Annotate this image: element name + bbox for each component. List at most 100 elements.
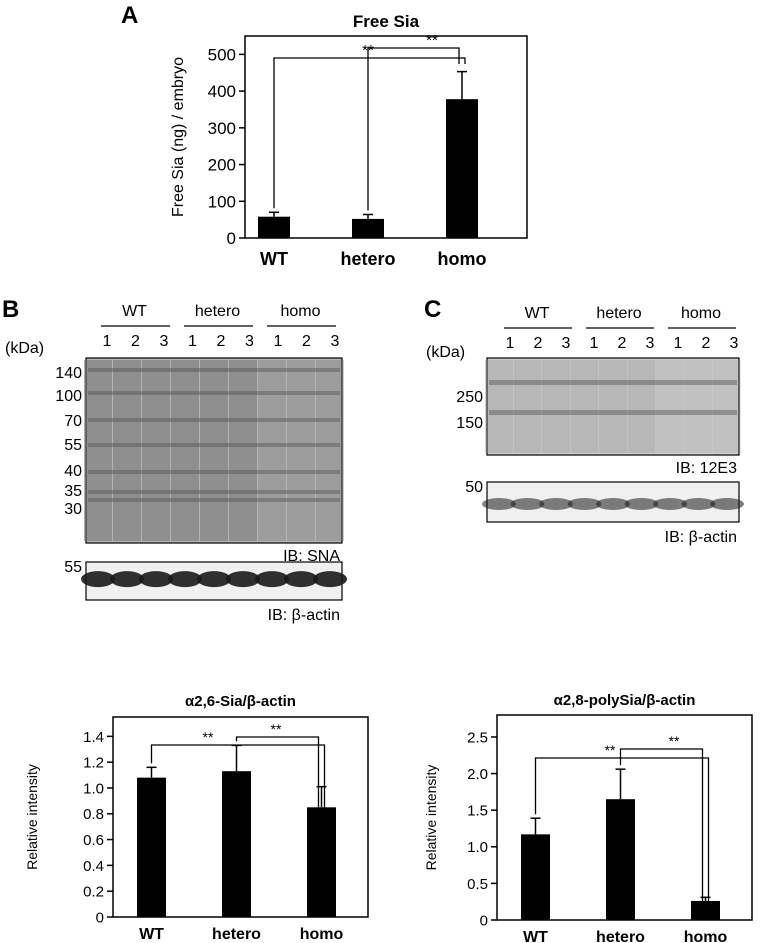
lane-number: 2 [131,333,140,350]
lane-smear [287,360,315,541]
actin-band [510,498,545,510]
panel-letter-a: A [121,2,139,29]
ib-label: IB: 12E3 [676,460,737,477]
lane-number: 1 [274,333,283,350]
actin-band [139,571,173,588]
mw-marker: 70 [64,413,82,430]
actin-band [653,498,687,510]
mw-marker: 35 [64,483,82,500]
sna-blot-panel: WT hetero homo 1 2 3 1 2 3 1 2 3 (kDa) 140 100 70 55 40 35… [5,303,347,624]
lane-smear [485,360,513,453]
bar [352,218,384,238]
y-tick-label: 1.4 [83,729,104,746]
lane-number: 3 [331,333,340,350]
category-label: WT [260,249,288,269]
main-blot [84,357,344,544]
y-tick-label: 0.8 [83,806,104,823]
actin-band [255,571,289,588]
ib-label: IB: β-actin [268,607,340,624]
significance-bracket [367,47,460,211]
actin-band [313,571,347,588]
significance-star: ** [426,32,438,49]
lane-number: 3 [646,335,655,352]
lane-number: 3 [245,333,254,350]
lane-smear [113,360,141,541]
y-tick-label: 1.0 [467,839,488,856]
lane-number: 2 [217,333,226,350]
ib-label: IB: SNA [283,548,340,565]
category-label: homo [438,249,487,269]
y-tick-label: 100 [208,192,236,211]
y-tick-label: 0.5 [467,876,488,893]
protein-band [489,380,737,385]
lane-smear [316,360,344,541]
protein-band [88,391,340,395]
category-label: hetero [596,929,645,943]
y-tick-label: 0.6 [83,832,104,849]
mw-marker: 140 [55,365,82,382]
actin-band [226,571,260,588]
bar [446,99,478,239]
lane-smear [542,360,570,453]
blot-membrane [486,357,740,456]
protein-band [88,368,340,372]
y-axis-label: Relative intensity [24,764,40,870]
lane-group-label: WT [122,303,147,320]
lane-group-label: WT [525,305,550,322]
mw-marker: 55 [64,437,82,454]
lane-smear [570,360,599,453]
mw-marker: 250 [456,389,483,406]
lane-number: 2 [302,333,311,350]
lane-smear [713,360,741,453]
significance-star: ** [362,42,374,59]
lane-number: 2 [618,335,627,352]
chart-title: α2,8-polySia/β-actin [554,692,696,709]
lane-smear [84,360,112,541]
category-label: WT [139,926,164,943]
y-tick-label: 0 [96,909,104,926]
bar [222,771,251,917]
mw-marker: 50 [465,479,483,496]
actin-band [110,571,144,588]
lane-group-label: hetero [195,303,240,320]
actin-band [596,498,630,510]
bar [521,834,550,920]
lane-smear [171,360,199,541]
significance-star: ** [605,742,616,758]
protein-band [88,418,340,422]
actin-band [681,498,716,510]
actin-band [81,571,115,588]
mw-marker: 30 [64,501,82,518]
protein-band [88,443,340,447]
12e3-blot-panel: WT hetero homo 1 2 3 1 2 3 1 2 3 (kDa) 250 150 IB: 12E3… [426,305,744,546]
significance-star: ** [271,721,282,737]
significance-star: ** [669,733,680,749]
significance-bracket [534,757,710,904]
actin-band [539,498,573,510]
y-tick-label: 2.0 [467,766,488,783]
y-tick-label: 500 [208,45,236,64]
bar [691,900,720,920]
protein-band [88,498,340,502]
y-tick-label: 300 [208,119,236,138]
lane-number: 1 [188,333,197,350]
y-tick-label: 200 [208,156,236,175]
lane-number: 3 [730,335,739,352]
category-label: hetero [212,926,261,943]
category-label: hetero [340,249,395,269]
lane-smear [656,360,684,453]
ib-label: IB: β-actin [665,529,737,546]
y-tick-label: 2.5 [467,729,488,746]
protein-band [489,410,737,415]
kda-label: (kDa) [5,340,44,357]
y-tick-label: 1.0 [83,780,104,797]
significance-bracket [619,748,704,904]
y-tick-label: 400 [208,82,236,101]
actin-band [567,498,602,510]
y-tick-label: 1.2 [83,755,104,772]
y-tick-label: 0 [227,229,236,248]
actin-band [624,498,659,510]
a26-sia-chart: α2,6-Sia/β-actin 0 0.2 0.4 0.6 0.8 1.0 1.2 1.4 Re… [24,693,369,943]
lane-number: 2 [534,335,543,352]
mw-marker: 150 [456,415,483,432]
